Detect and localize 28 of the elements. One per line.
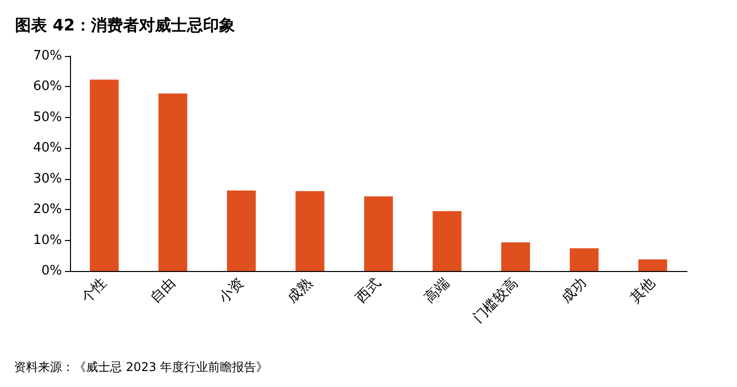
x-tick-label: 自由 [147,275,178,306]
x-tick-label: 成熟 [284,275,316,306]
y-tick-label: 50% [33,110,62,125]
y-tick-label: 0% [41,264,62,278]
x-tick-label: 门槛较高 [470,275,522,326]
bar [638,259,668,271]
x-tick-label: 其他 [627,275,658,306]
y-tick-label: 60% [33,79,62,94]
bar [570,248,599,271]
x-tick-label: 西式 [353,275,384,306]
chart-title: 图表 42：消费者对威士忌印象 [15,16,235,34]
x-tick-label: 小资 [216,275,248,306]
y-tick-label: 10% [33,232,62,248]
x-tick-label: 高端 [422,275,453,306]
bar [296,191,324,271]
y-tick-label: 20% [33,202,62,218]
bar [364,196,393,271]
bar [226,190,256,271]
text: 资料来源：《威士忌 2023 年度行业前瞻报告》 [14,360,268,374]
y-tick-label: 40% [33,140,62,156]
x-tick-label: 个性 [78,275,110,306]
bar [90,80,119,271]
bar [158,93,188,271]
bar [432,211,462,271]
y-tick-label: 30% [33,171,62,186]
x-tick-label: 成功 [558,275,590,306]
bar [501,242,530,271]
y-tick-label: 70% [33,48,62,64]
